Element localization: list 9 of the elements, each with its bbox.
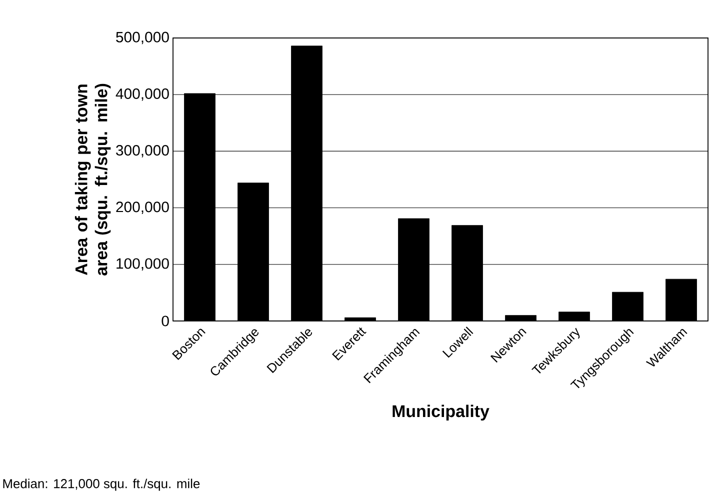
y-tick-label: 200,000	[116, 202, 169, 214]
y-tick-label: 500,000	[116, 32, 169, 44]
y-tick-label: 100,000	[116, 258, 169, 271]
y-tick-label: 300,000	[116, 145, 169, 158]
x-axis-title: Municipality	[392, 404, 490, 421]
y-tick-label: 400,000	[116, 88, 169, 101]
text: Median: 121,000 squ. ft./squ. mile	[3, 478, 200, 491]
y-axis-title: Area of taking per town area (squ. ft./squ. mile)	[74, 84, 111, 276]
y-tick-label: 0	[162, 316, 169, 326]
